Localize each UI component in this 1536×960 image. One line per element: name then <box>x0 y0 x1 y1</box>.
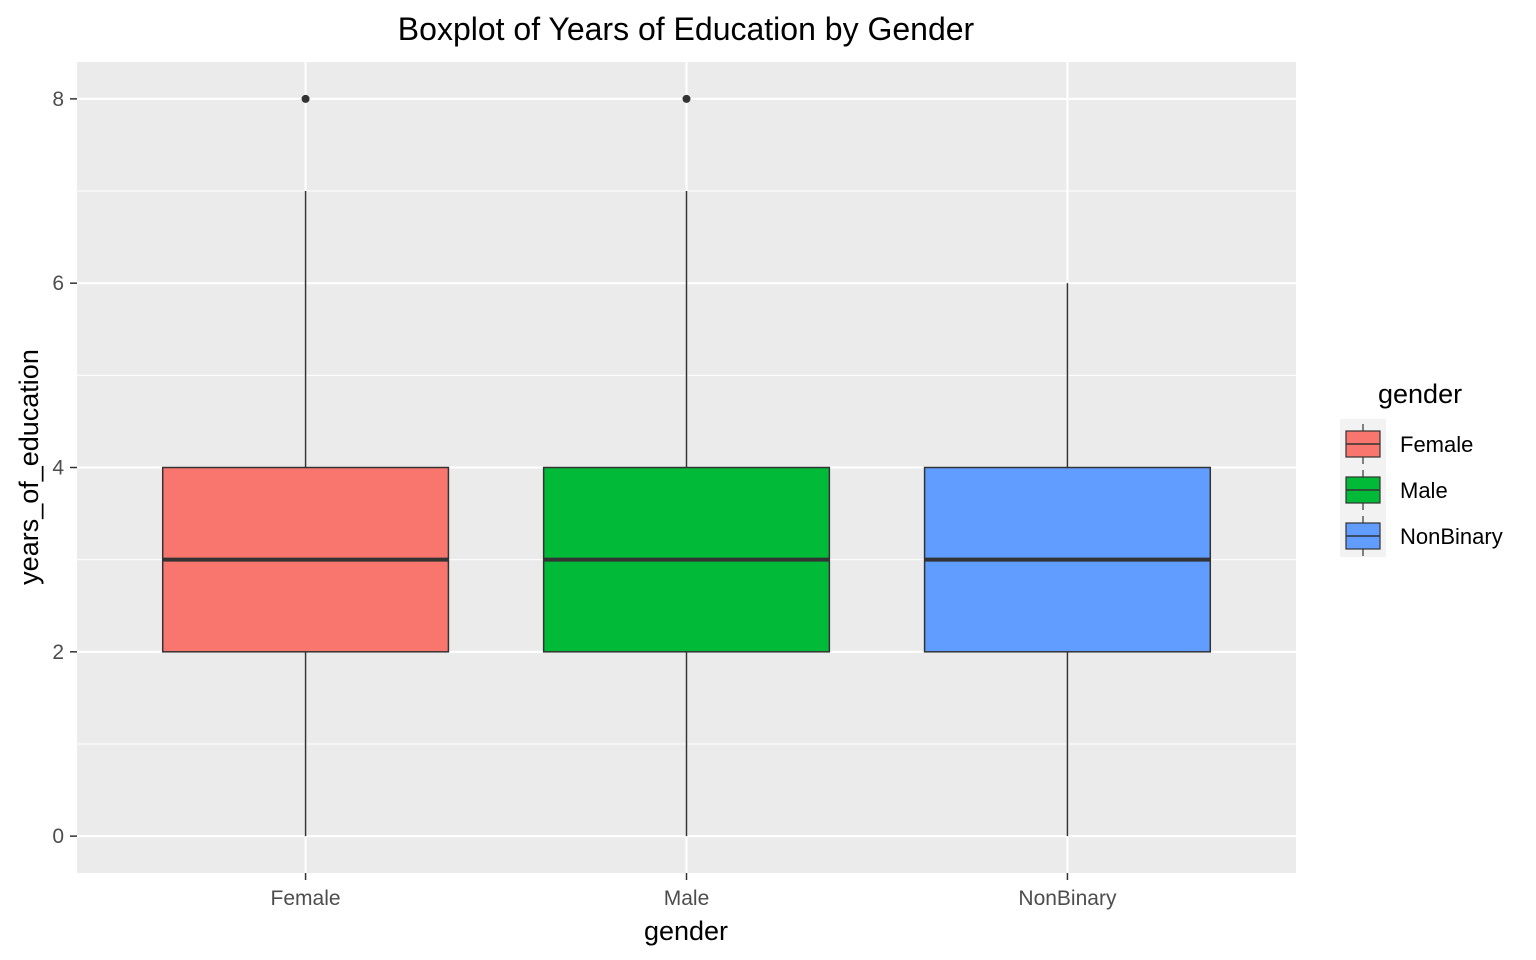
x-axis: Female Male NonBinary <box>271 873 1117 910</box>
outlier-point <box>301 94 310 103</box>
legend-item-nonbinary: NonBinary <box>1345 516 1503 556</box>
y-tick-label: 6 <box>52 272 64 295</box>
x-tick-label: NonBinary <box>1018 887 1117 910</box>
chart-title: Boxplot of Years of Education by Gender <box>398 11 975 47</box>
box-female <box>161 94 450 837</box>
y-axis-title: years_of_education <box>14 349 44 585</box>
legend-items: Female Male NonBinary <box>1340 419 1503 557</box>
x-axis-title: gender <box>644 916 728 946</box>
legend-label: Male <box>1400 478 1448 503</box>
outlier-point <box>682 94 691 103</box>
legend: gender Female Male NonBinary <box>1340 379 1503 557</box>
box-nonbinary <box>923 283 1212 837</box>
x-tick-label: Female <box>271 887 341 910</box>
legend-title: gender <box>1378 379 1462 409</box>
legend-label: Female <box>1400 432 1473 457</box>
x-tick-label: Male <box>664 887 710 910</box>
legend-item-female: Female <box>1345 424 1473 464</box>
legend-label: NonBinary <box>1400 524 1503 549</box>
box-male <box>542 94 831 837</box>
y-axis: 0 2 4 6 8 <box>52 88 77 848</box>
y-tick-label: 0 <box>52 825 64 848</box>
y-tick-label: 2 <box>52 641 64 664</box>
y-tick-label: 4 <box>52 457 64 480</box>
legend-item-male: Male <box>1345 470 1448 510</box>
boxes <box>161 94 1212 837</box>
y-tick-label: 8 <box>52 88 64 111</box>
